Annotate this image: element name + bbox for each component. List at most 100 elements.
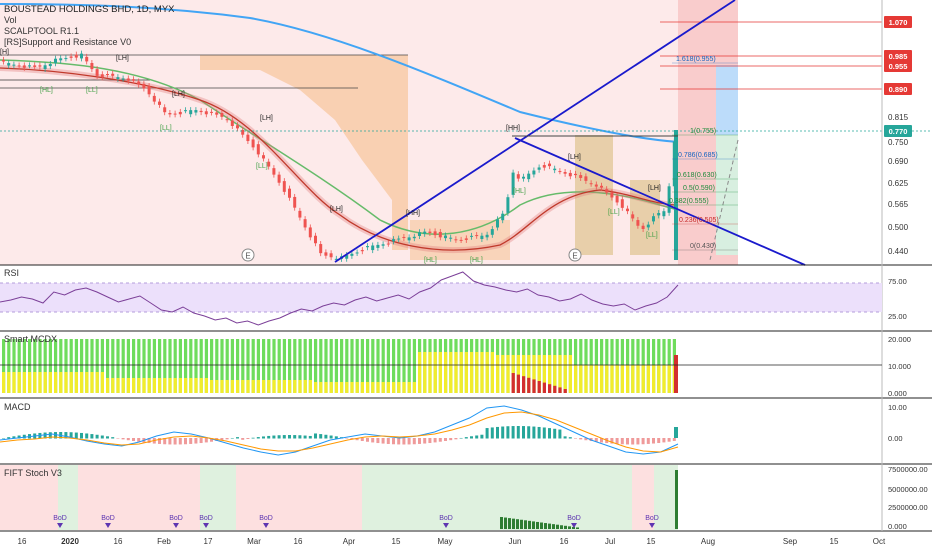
mcdx-bar-yellow [334, 382, 338, 393]
candle-body [532, 170, 536, 175]
candle-body [667, 186, 671, 213]
mcdx-bar-green [225, 339, 229, 393]
mcdx-bar-yellow [272, 380, 276, 393]
mcdx-bar-yellow [542, 355, 546, 393]
candle-body [319, 244, 323, 254]
mcdx-tick-label: 10.000 [888, 362, 911, 371]
macd-hist-bar [626, 438, 629, 445]
mcdx-bar-yellow [147, 378, 151, 393]
candle-body [475, 235, 479, 237]
candle-body [527, 173, 531, 180]
mcdx-bar-yellow [95, 372, 99, 393]
macd-hist-bar [194, 438, 198, 444]
earnings-marker[interactable] [568, 248, 582, 262]
time-axis[interactable]: 16 2020 16 Feb 17 Mar 16 Apr 15 May Jun 16 Jul 15 Aug S… [18, 537, 886, 546]
macd-hist-bar [516, 426, 520, 439]
macd-hist-bar [475, 435, 479, 439]
macd-hist-bar [48, 432, 52, 439]
bod-markers: BoD BoD BoD BoD BoD BoD BoD BoD [53, 515, 659, 528]
stoch-volume-bar [500, 517, 503, 529]
swing-label: [LH] [116, 55, 129, 62]
mcdx-bar-yellow [600, 365, 604, 393]
bod-arrow [649, 523, 655, 528]
mcdx-bar-green [17, 339, 21, 393]
mcdx-bar-green [100, 339, 104, 393]
candle-body [142, 83, 146, 89]
mcdx-bar-green [33, 339, 37, 393]
candle-body [600, 185, 603, 188]
macd-hist-bar [355, 438, 359, 441]
mcdx-pane[interactable]: Smart MCDX [0, 334, 882, 393]
earnings-marker[interactable] [241, 248, 255, 262]
macd-hist-bar [225, 438, 229, 440]
candle-body [95, 69, 99, 76]
mcdx-bar-yellow [33, 372, 37, 393]
mcdx-title[interactable]: Smart MCDX [4, 334, 57, 344]
macd-hist-bar [496, 426, 499, 439]
time-tick-label: Sep [783, 537, 798, 546]
candle-body [548, 163, 551, 167]
mcdx-bar-yellow [574, 365, 578, 393]
mcdx-bar-red [522, 376, 526, 393]
candle-body [568, 172, 572, 177]
rsi-pane[interactable]: RSI [0, 268, 882, 326]
candle-body [324, 252, 328, 256]
mcdx-bar-yellow [548, 355, 552, 393]
macd-hist-bar [464, 437, 468, 439]
macd-hist-bar [428, 438, 432, 444]
candle-body [59, 58, 63, 61]
candle-body [563, 172, 567, 174]
price-axis[interactable]: 0.815 0.750 0.690 0.625 0.565 0.500 0.440 [888, 113, 909, 256]
mcdx-bar-green [147, 339, 151, 393]
macd-hist-bar [636, 438, 640, 445]
macd-line [0, 405, 679, 456]
macd-hist-bar [74, 432, 78, 439]
mcdx-bar-yellow [563, 355, 567, 393]
indicator-scalptool[interactable]: SCALPTOOL R1.1 [4, 26, 79, 36]
mcdx-bar-green [126, 339, 130, 393]
mcdx-bar-green [262, 339, 266, 393]
macd-hist-bar [80, 432, 83, 439]
macd-hist-bar [485, 428, 489, 439]
candle-body [215, 112, 219, 115]
macd-pane[interactable]: MACD [0, 402, 679, 456]
symbol-title[interactable]: BOUSTEAD HOLDINGS BHD, 1D, MYX [4, 4, 175, 15]
candle-body [303, 219, 307, 228]
macd-title[interactable]: MACD [4, 402, 31, 412]
candle-body [350, 253, 354, 256]
macd-hist-bar [579, 438, 583, 440]
mcdx-bar-green [220, 339, 224, 393]
macd-hist-bar [85, 433, 89, 439]
price-tick-label: 0.565 [888, 200, 909, 209]
rsi-title[interactable]: RSI [4, 268, 19, 278]
macd-hist-bar [620, 438, 624, 445]
mcdx-bar-green [282, 339, 286, 393]
stoch-title[interactable]: FIFT Stoch V3 [4, 468, 62, 478]
stoch-tick-label: 7500000.00 [888, 465, 928, 474]
macd-hist-bar [402, 438, 406, 445]
mcdx-bar-green [230, 339, 234, 393]
rsi-line [0, 271, 679, 326]
mcdx-bar-green [7, 339, 11, 393]
indicator-support-resistance[interactable]: [RS]Support and Resistance V0 [4, 37, 131, 47]
stoch-pane[interactable]: BoD BoD BoD BoD BoD BoD BoD BoD FIFT Stoch V3 [0, 465, 678, 530]
price-tick-label: 0.750 [888, 138, 909, 147]
stoch-volume-bar [576, 527, 579, 529]
mcdx-bar-green [111, 339, 115, 393]
mcdx-bar-yellow [360, 382, 364, 393]
indicator-vol[interactable]: Vol [4, 15, 17, 25]
macd-hist-bar [220, 438, 224, 441]
mcdx-bar-yellow [43, 372, 47, 393]
mcdx-bar-yellow [646, 365, 650, 393]
price-tick-label: 0.690 [888, 157, 909, 166]
mcdx-bar-yellow [423, 352, 427, 393]
mcdx-bar-green [59, 339, 63, 393]
earnings-marker-label: E [572, 252, 577, 261]
mcdx-bar-green [116, 339, 120, 393]
candle-body [553, 168, 557, 171]
candle-body [371, 245, 375, 251]
mcdx-bar-yellow [100, 372, 104, 393]
candle-body [334, 258, 338, 260]
macd-hist-bar [12, 436, 16, 439]
